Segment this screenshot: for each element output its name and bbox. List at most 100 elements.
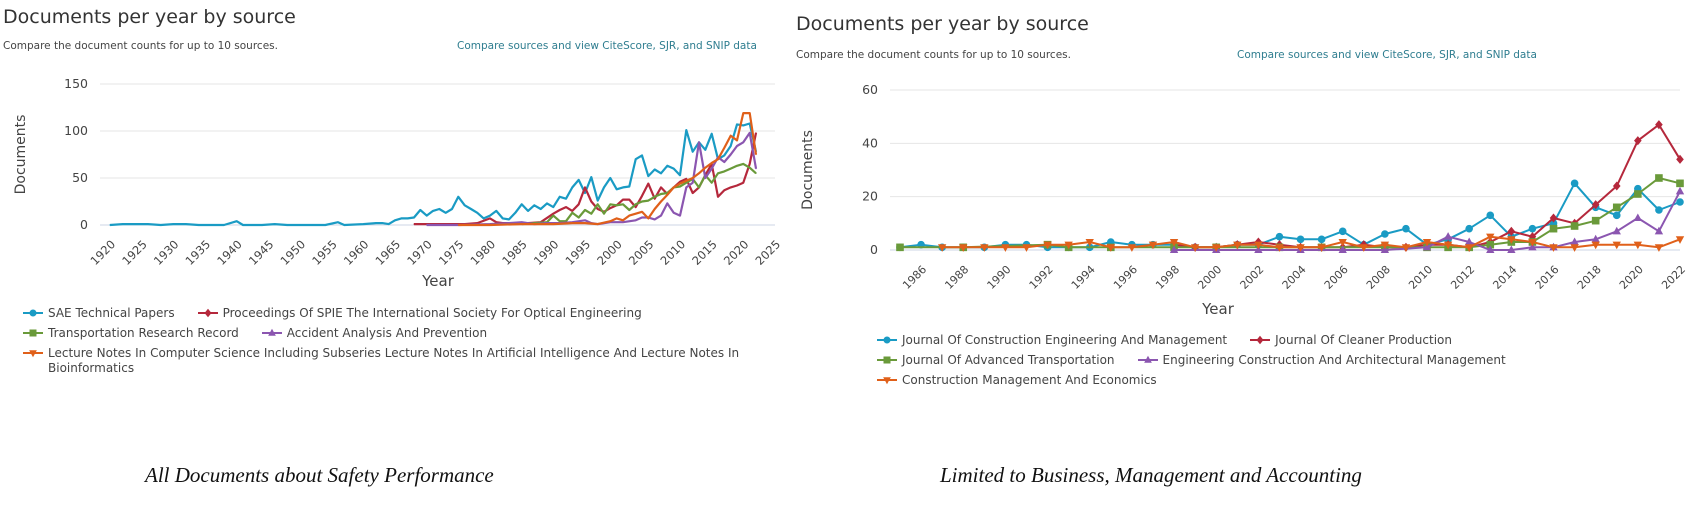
- data-point: [609, 220, 611, 222]
- data-point: [1570, 179, 1579, 188]
- legend-label: SAE Technical Papers: [48, 306, 175, 320]
- chart-title: Documents per year by source: [796, 13, 1089, 35]
- data-point: [413, 216, 415, 219]
- data-point: [559, 220, 561, 222]
- data-point: [641, 195, 643, 197]
- legend-label: Journal Of Construction Engineering And …: [902, 333, 1228, 347]
- data-point: [736, 123, 738, 126]
- x-tick-label: 1960: [341, 237, 372, 268]
- diamond-marker-icon: [1250, 335, 1271, 345]
- data-point: [654, 168, 656, 171]
- x-tick-label: 1980: [468, 237, 499, 268]
- data-point: [1634, 190, 1642, 198]
- data-point: [1190, 244, 1200, 252]
- data-point: [1022, 244, 1031, 252]
- legend-item[interactable]: Proceedings Of SPIE The International So…: [197, 306, 642, 321]
- data-point: [1655, 120, 1663, 130]
- data-point: [647, 175, 649, 177]
- legend-item[interactable]: Journal Of Cleaner Production: [1249, 333, 1452, 348]
- data-point: [571, 222, 573, 224]
- x-tick-label: 1950: [278, 237, 309, 268]
- data-point: [597, 203, 599, 205]
- data-point: [381, 222, 383, 224]
- legend-symbol: [1256, 335, 1264, 345]
- data-point: [198, 224, 200, 226]
- legend-item[interactable]: Construction Management And Economics: [876, 373, 1157, 388]
- legend-item[interactable]: Journal Of Advanced Transportation: [876, 353, 1115, 368]
- data-point: [1549, 224, 1558, 233]
- legend-item[interactable]: Transportation Research Record: [22, 326, 239, 341]
- data-point: [324, 224, 326, 226]
- legend-symbol: [883, 336, 891, 344]
- data-point: [1296, 244, 1305, 252]
- data-point: [755, 153, 757, 156]
- x-tick-label: 2014: [1490, 263, 1519, 292]
- data-point: [742, 124, 744, 126]
- x-tick-label: 1986: [900, 263, 929, 292]
- legend-item[interactable]: Lecture Notes In Computer Science Includ…: [22, 346, 760, 376]
- legend-item[interactable]: Engineering Construction And Architectur…: [1137, 353, 1506, 368]
- legend-label: Proceedings Of SPIE The International So…: [222, 306, 642, 320]
- data-point: [552, 213, 554, 215]
- data-point: [388, 223, 390, 225]
- data-point: [1422, 238, 1432, 247]
- data-point: [755, 168, 757, 170]
- legend-item[interactable]: Accident Analysis And Prevention: [261, 326, 487, 341]
- data-point: [571, 210, 573, 212]
- data-point: [1612, 226, 1621, 235]
- legend-label: Journal Of Advanced Transportation: [902, 353, 1115, 367]
- data-point: [736, 145, 738, 147]
- data-point: [242, 224, 244, 226]
- square-marker-icon: [877, 356, 897, 364]
- compare-sources-link[interactable]: Compare sources and view CiteScore, SJR,…: [457, 40, 757, 52]
- data-point: [1465, 237, 1474, 246]
- data-point: [1380, 241, 1390, 250]
- data-point: [483, 217, 485, 220]
- data-point: [723, 154, 725, 157]
- data-point: [584, 219, 586, 221]
- data-point: [692, 182, 694, 184]
- data-point: [445, 212, 447, 214]
- legend-item[interactable]: SAE Technical Papers: [22, 306, 175, 321]
- data-point: [730, 145, 732, 147]
- data-point: [407, 217, 409, 220]
- x-tick-label: 2000: [1195, 263, 1224, 292]
- data-point: [736, 139, 738, 141]
- data-point: [1043, 241, 1052, 250]
- compare-sources-link[interactable]: Compare sources and view CiteScore, SJR,…: [1237, 49, 1537, 61]
- data-point: [685, 180, 687, 182]
- data-point: [1570, 244, 1579, 252]
- data-point: [660, 215, 662, 217]
- data-point: [432, 210, 434, 212]
- data-point: [590, 176, 592, 178]
- data-point: [172, 223, 174, 225]
- series-4: [937, 233, 1685, 252]
- data-point: [1676, 179, 1684, 188]
- data-point: [1064, 241, 1073, 250]
- data-point: [628, 209, 630, 211]
- data-point: [489, 224, 491, 226]
- data-point: [654, 196, 656, 198]
- data-point: [1634, 136, 1642, 146]
- legend-label: Engineering Construction And Architectur…: [1162, 353, 1506, 367]
- data-point: [666, 202, 668, 204]
- line-chart-all-documents: 0 50 100 150 1920 1925 1930 1935 1940 1945 1950 195…: [13, 76, 783, 290]
- data-point: [597, 199, 599, 202]
- data-point: [635, 158, 637, 160]
- figure-caption-right: Limited to Business, Management and Acco…: [940, 463, 1362, 487]
- data-point: [1422, 242, 1432, 251]
- data-point: [299, 224, 301, 226]
- data-point: [1127, 244, 1137, 252]
- y-tick-label: 50: [72, 170, 88, 185]
- data-point: [609, 207, 611, 209]
- x-tick-label: 1945: [246, 237, 277, 268]
- data-point: [635, 206, 637, 208]
- x-tick-label: 2010: [658, 237, 689, 268]
- data-point: [400, 217, 402, 220]
- y-tick-label: 20: [862, 189, 878, 204]
- data-point: [426, 215, 428, 217]
- data-point: [679, 185, 681, 188]
- y-tick-label: 0: [80, 217, 88, 232]
- circle-marker-icon: [23, 309, 43, 317]
- legend-item[interactable]: Journal Of Construction Engineering And …: [876, 333, 1227, 348]
